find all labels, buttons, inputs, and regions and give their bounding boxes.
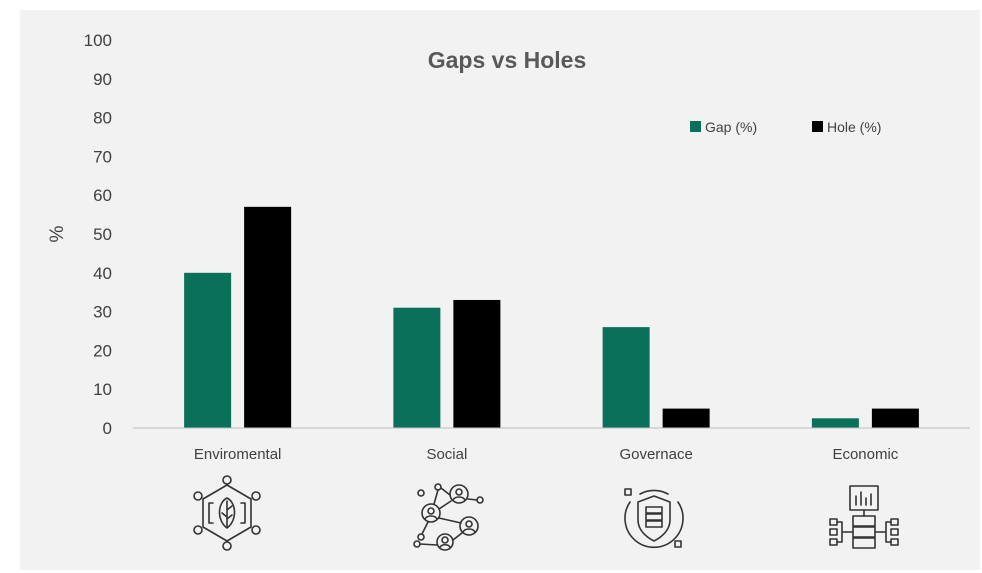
hole-bar-economic (871, 408, 919, 428)
y-axis-ticks: 0 10 20 30 40 50 60 70 80 90 100 (84, 31, 112, 438)
y-tick-label: 90 (93, 70, 112, 89)
legend: Gap (%) Hole (%) (690, 119, 881, 135)
y-tick-label: 70 (93, 147, 112, 166)
y-tick-label: 10 (93, 380, 112, 399)
y-axis-label: % (47, 225, 68, 242)
hole-bar-social (453, 299, 501, 428)
chart-frame (20, 10, 980, 570)
y-tick-label: 100 (84, 31, 112, 50)
y-tick-label: 30 (93, 303, 112, 322)
bars (184, 206, 919, 428)
economic-chart-server-icon (829, 485, 899, 549)
governance-shield-server-icon (624, 488, 684, 548)
gap-bar-governace (602, 327, 650, 428)
x-category-label: Economic (832, 446, 898, 463)
legend-swatch (690, 121, 701, 132)
y-tick-label: 60 (93, 186, 112, 205)
x-category-label: Enviromental (194, 446, 282, 463)
x-category-label: Social (426, 446, 467, 463)
y-tick-label: 20 (93, 341, 112, 360)
y-tick-label: 40 (93, 264, 112, 283)
gap-bar-enviromental (184, 272, 232, 428)
x-category-label: Governace (619, 446, 692, 463)
hole-bar-governace (662, 408, 710, 428)
gap-bar-social (393, 307, 441, 428)
y-tick-label: 80 (93, 109, 112, 128)
legend-swatch (812, 121, 823, 132)
chart-title: Gaps vs Holes (428, 47, 587, 73)
environment-leaf-network-icon (193, 475, 261, 551)
hole-bar-enviromental (244, 206, 292, 428)
legend-label: Gap (%) (705, 119, 757, 135)
y-tick-label: 50 (93, 225, 112, 244)
x-axis-categories: Enviromental Social Governace Economic (194, 446, 899, 463)
gap-bar-economic (811, 418, 859, 428)
social-people-network-icon (413, 483, 484, 551)
legend-label: Hole (%) (827, 119, 881, 135)
y-tick-label: 0 (103, 419, 112, 438)
